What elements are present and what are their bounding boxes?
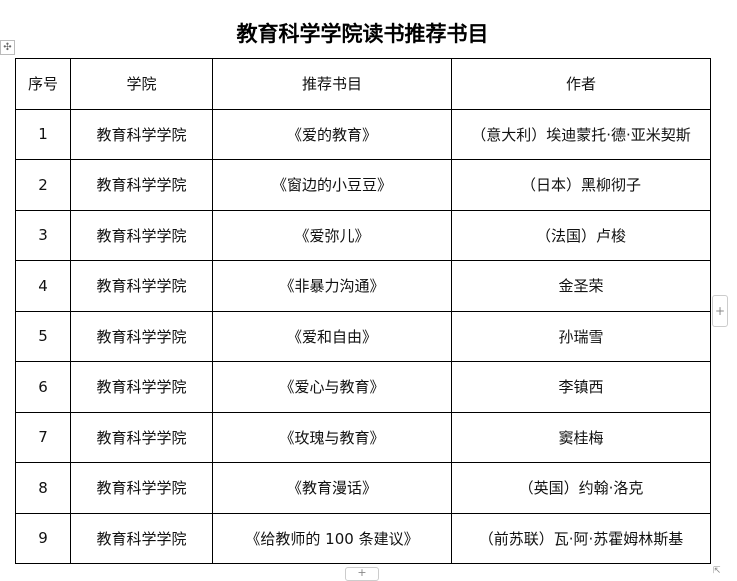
book-cell: 《窗边的小豆豆》 [212, 159, 452, 211]
college-cell: 教育科学学院 [70, 361, 213, 413]
author-cell: （前苏联）瓦·阿·苏霍姆林斯基 [451, 512, 711, 564]
college-cell: 教育科学学院 [70, 209, 213, 261]
header-row: 序号 学院 推荐书目 作者 [15, 58, 711, 110]
table-row: 1 教育科学学院 《爱的教育》 （意大利）埃迪蒙托·德·亚米契斯 [15, 108, 711, 160]
table-row: 3 教育科学学院 《爱弥儿》 （法国）卢梭 [15, 209, 711, 261]
author-cell: （意大利）埃迪蒙托·德·亚米契斯 [451, 108, 711, 160]
table-row: 2 教育科学学院 《窗边的小豆豆》 （日本）黑柳彻子 [15, 159, 711, 211]
author-cell: 李镇西 [451, 361, 711, 413]
index-cell: 序号 [15, 58, 71, 110]
book-cell: 《教育漫话》 [212, 462, 452, 514]
index-cell: 7 [15, 411, 71, 463]
college-cell: 教育科学学院 [70, 260, 213, 312]
author-cell: 作者 [451, 58, 711, 110]
document-title: 教育科学学院读书推荐书目 [236, 22, 489, 46]
book-cell: 《爱弥儿》 [212, 209, 452, 261]
book-cell: 推荐书目 [212, 58, 452, 110]
table-move-handle-icon[interactable]: ✣ [0, 40, 15, 55]
index-cell: 1 [15, 108, 71, 160]
table-row: 6 教育科学学院 《爱心与教育》 李镇西 [15, 361, 711, 413]
author-cell: 孙瑞雪 [451, 310, 711, 362]
index-cell: 3 [15, 209, 71, 261]
index-cell: 4 [15, 260, 71, 312]
book-cell: 《非暴力沟通》 [212, 260, 452, 312]
index-cell: 8 [15, 462, 71, 514]
index-cell: 2 [15, 159, 71, 211]
table-row: 7 教育科学学院 《玫瑰与教育》 窦桂梅 [15, 411, 711, 463]
table-row: 8 教育科学学院 《教育漫话》 （英国）约翰·洛克 [15, 462, 711, 514]
table-resize-handle-icon[interactable]: ⇱ [713, 566, 721, 576]
author-cell: （英国）约翰·洛克 [451, 462, 711, 514]
author-cell: 窦桂梅 [451, 411, 711, 463]
book-cell: 《玫瑰与教育》 [212, 411, 452, 463]
table-row: 4 教育科学学院 《非暴力沟通》 金圣荣 [15, 260, 711, 312]
book-cell: 《爱的教育》 [212, 108, 452, 160]
college-cell: 教育科学学院 [70, 411, 213, 463]
author-cell: 金圣荣 [451, 260, 711, 312]
college-cell: 教育科学学院 [70, 108, 213, 160]
add-row-button[interactable]: + [345, 567, 379, 581]
author-cell: （法国）卢梭 [451, 209, 711, 261]
book-cell: 《爱心与教育》 [212, 361, 452, 413]
college-cell: 学院 [70, 58, 213, 110]
college-cell: 教育科学学院 [70, 512, 213, 564]
add-column-button[interactable]: + [712, 295, 728, 327]
table-row: 9 教育科学学院 《给教师的 100 条建议》 （前苏联）瓦·阿·苏霍姆林斯基 [15, 512, 711, 564]
index-cell: 6 [15, 361, 71, 413]
book-cell: 《爱和自由》 [212, 310, 452, 362]
index-cell: 5 [15, 310, 71, 362]
table-row: 5 教育科学学院 《爱和自由》 孙瑞雪 [15, 310, 711, 362]
book-cell: 《给教师的 100 条建议》 [212, 512, 452, 564]
college-cell: 教育科学学院 [70, 462, 213, 514]
college-cell: 教育科学学院 [70, 159, 213, 211]
college-cell: 教育科学学院 [70, 310, 213, 362]
author-cell: （日本）黑柳彻子 [451, 159, 711, 211]
index-cell: 9 [15, 512, 71, 564]
book-table: 序号 学院 推荐书目 作者 1 教育科学学院 《爱的教育》 （意大利）埃迪蒙托·德·亚米契斯 2… [15, 58, 711, 564]
